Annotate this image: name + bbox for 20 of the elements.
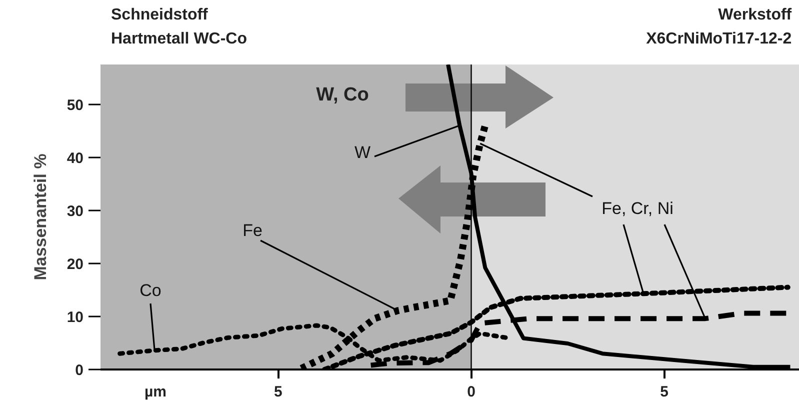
y-tick-label: 20 [66, 256, 84, 273]
y-tick-label: 50 [66, 96, 84, 114]
annotation: Co [140, 281, 162, 300]
y-axis-title: Massenanteil % [30, 154, 50, 280]
y-tick-label: 10 [66, 308, 84, 326]
annotation: W [354, 143, 371, 162]
annotation: Fe [242, 221, 262, 240]
x-tick-label: 5 [660, 384, 669, 400]
y-tick-label: 40 [66, 150, 84, 167]
annotation: Fe, Cr, Ni [602, 199, 674, 218]
x-tick-label: 0 [467, 384, 476, 400]
y-tick-label: 0 [75, 362, 84, 379]
x-tick-label: 5 [274, 384, 282, 400]
y-tick-label: 30 [66, 202, 84, 220]
annotation: W, Co [316, 84, 369, 106]
text: Hartmetall WC-Co [111, 30, 248, 48]
x-axis-title: µm [144, 384, 166, 400]
text: Schneidstoff [111, 6, 209, 24]
text: Werkstoff [718, 6, 792, 24]
text: X6CrNiMoTi17-12-2 [646, 30, 792, 48]
